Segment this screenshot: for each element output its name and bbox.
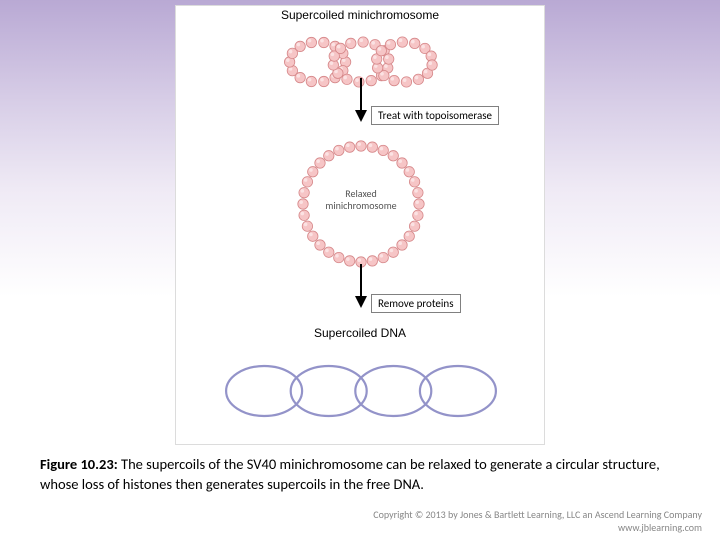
figure-panel: Supercoiled minichromosome Treat with to… (175, 5, 545, 445)
dna-label: Supercoiled DNA (176, 326, 544, 340)
step2-box: Remove proteins (371, 294, 461, 313)
caption-prefix: Figure 10.23: (40, 455, 118, 473)
copyright-block: Copyright © 2013 by Jones & Bartlett Lea… (373, 508, 702, 534)
step1-box: Treat with topoisomerase (371, 106, 499, 125)
caption-body: The supercoils of the SV40 minichromosom… (40, 455, 660, 493)
copyright-line1: Copyright © 2013 by Jones & Bartlett Lea… (373, 508, 702, 521)
copyright-line2: www.jblearning.com (373, 521, 702, 534)
figure-caption: Figure 10.23: The supercoils of the SV40… (40, 455, 680, 494)
arrow-1 (351, 78, 371, 128)
arrow-2 (351, 264, 371, 314)
relaxed-label: Relaxed minichromosome (321, 188, 401, 211)
stage3-supercoiled-dna (176, 351, 546, 431)
title-label: Supercoiled minichromosome (176, 8, 544, 22)
